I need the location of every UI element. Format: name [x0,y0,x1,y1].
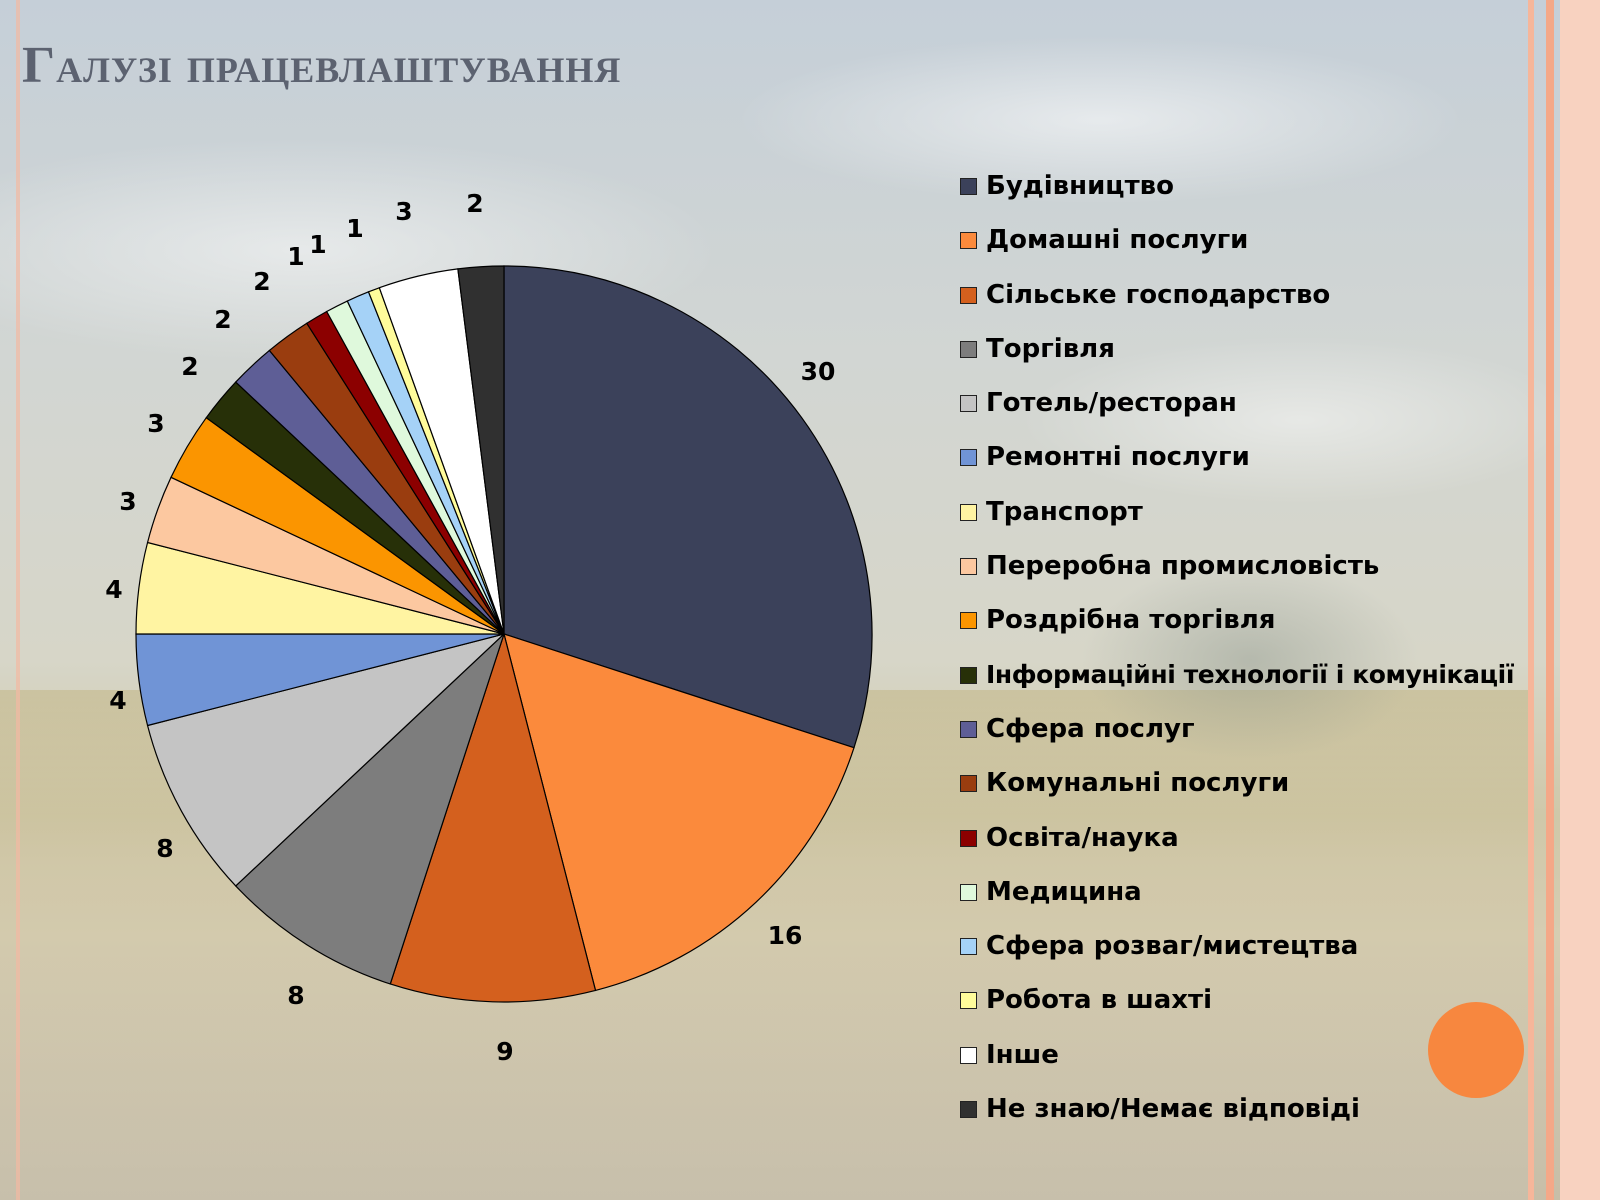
legend-swatch [960,286,977,304]
legend-swatch [960,232,977,250]
legend-label: Будівництво [986,171,1174,201]
legend-swatch [960,883,977,901]
pie-slice-1 [503,265,873,749]
legend-swatch [960,395,977,413]
data-label-14: 1 [309,230,326,259]
legend-label: Транспорт [986,496,1143,527]
legend-swatch [960,340,977,358]
legend-label: Інформаційні технології і комунікації [986,659,1515,689]
slide-title: Галузі працевлаштування [22,37,622,94]
pie-slice-4 [234,633,505,985]
legend-swatch [960,1101,977,1119]
right-decor-band [1560,0,1600,1200]
legend-label: Домашні послуги [986,225,1249,256]
legend-label: Сільське господарство [986,279,1331,310]
pie-slice-5 [146,633,505,887]
right-decor-stripe [1528,0,1534,1200]
decor-orange-circle [1428,1002,1524,1098]
left-decor-stripe [16,0,20,1200]
data-label-15: 1 [346,214,363,243]
data-label-12: 2 [253,267,270,296]
data-label-8: 3 [119,487,136,516]
data-label-7: 4 [105,575,122,604]
data-label-18: 2 [466,189,483,218]
background-trees [1080,560,1420,760]
data-label-17: 3 [395,197,412,226]
legend-label: Комунальні послуги [986,768,1290,799]
pie-slice-18 [457,265,505,635]
data-label-9: 3 [147,409,164,438]
legend-swatch [960,992,977,1010]
legend-swatch [960,829,977,847]
legend-label: Сфера послуг [986,713,1195,744]
data-label-10: 2 [181,352,198,381]
pie-slice-3 [389,631,597,1003]
data-label-2: 16 [768,921,803,950]
legend-label: Не знаю/Немає відповіді [986,1094,1360,1125]
data-label-1: 30 [801,357,836,386]
legend-swatch [960,666,977,684]
legend-label: Медицина [986,876,1142,907]
data-label-11: 2 [214,305,231,334]
legend-swatch [960,938,977,956]
legend-label: Освіта/наука [986,822,1179,853]
legend-label: Торгівля [986,333,1115,364]
legend-swatch [960,449,977,467]
data-label-4: 8 [287,981,304,1010]
legend-label: Робота в шахті [986,985,1213,1016]
right-decor-stripe [1546,0,1554,1200]
legend-swatch [960,558,977,576]
legend-swatch [960,1046,977,1064]
legend-label: Роздрібна торгівля [986,605,1276,636]
legend-label: Сфера розваг/мистецтва [986,931,1359,962]
pie-slices [135,265,873,1003]
data-label-16: 1 [346,214,363,243]
legend-swatch [960,775,977,793]
legend-label: Готель/ресторан [986,388,1237,419]
data-label-13: 1 [287,242,304,271]
legend-swatch [960,503,977,521]
data-label-6: 4 [109,686,126,715]
legend-label: Ремонтні послуги [986,442,1250,473]
legend-label: Переробна промисловість [986,551,1380,582]
legend-swatch [960,178,977,195]
data-label-5: 8 [156,834,173,863]
legend-swatch [960,720,977,738]
legend-label: Інше [986,1039,1059,1070]
pie-slice-2 [503,633,855,992]
legend-swatch [960,612,977,630]
data-label-3: 9 [496,1037,513,1066]
